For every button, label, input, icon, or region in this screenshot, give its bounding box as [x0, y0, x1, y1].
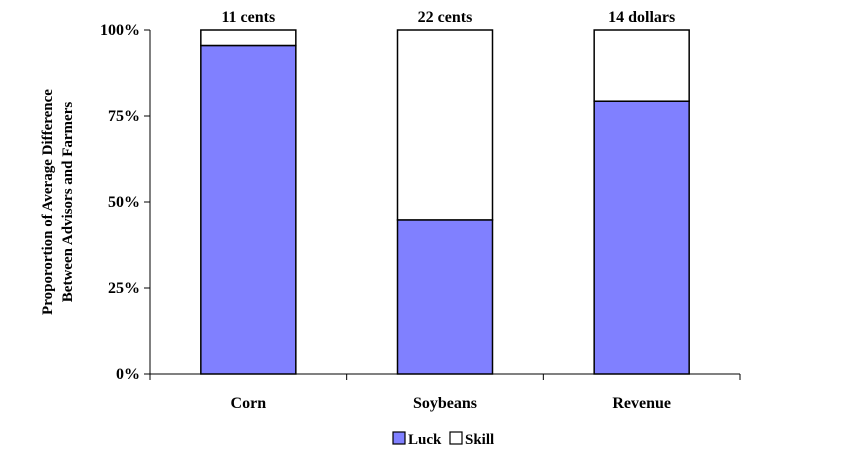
legend-swatch-skill: [449, 431, 463, 445]
y-tick-label: 25%: [108, 280, 140, 297]
bar-luck-corn: [200, 44, 297, 375]
legend-label-skill: Skill: [465, 432, 494, 448]
legend-swatch-luck: [392, 431, 406, 445]
bar-top-annotation: 11 cents: [221, 9, 275, 26]
labels: Corn 11 cents Soybeans 22 cents Revenue 14 do…: [221, 9, 675, 412]
bars: [200, 29, 690, 375]
y-axis-title-line-2: Between Advisors and Farmers: [60, 102, 76, 303]
bar-luck-revenue: [593, 100, 690, 375]
legend-label-luck: Luck: [408, 432, 442, 448]
y-tick-label: 100%: [100, 22, 140, 39]
bar-skill-revenue: [593, 29, 690, 102]
bar-skill-corn: [200, 29, 297, 47]
y-tick-label: 75%: [108, 108, 140, 125]
y-tick-label: 0%: [116, 366, 140, 383]
legend: Luck Skill: [392, 431, 494, 448]
bar-top-annotation: 22 cents: [418, 9, 473, 26]
bar-luck-soybeans: [396, 219, 494, 375]
y-tick-label: 50%: [108, 194, 140, 211]
bar-top-annotation: 14 dollars: [608, 9, 675, 26]
bar-skill-soybeans: [396, 29, 494, 221]
y-axis-title: Proporortion of Average Difference Betwe…: [40, 89, 76, 315]
y-axis-title-line-1: Proporortion of Average Difference: [40, 89, 56, 315]
x-category-label: Revenue: [612, 395, 671, 412]
x-category-label: Soybeans: [413, 395, 477, 412]
x-category-label: Corn: [231, 395, 267, 412]
